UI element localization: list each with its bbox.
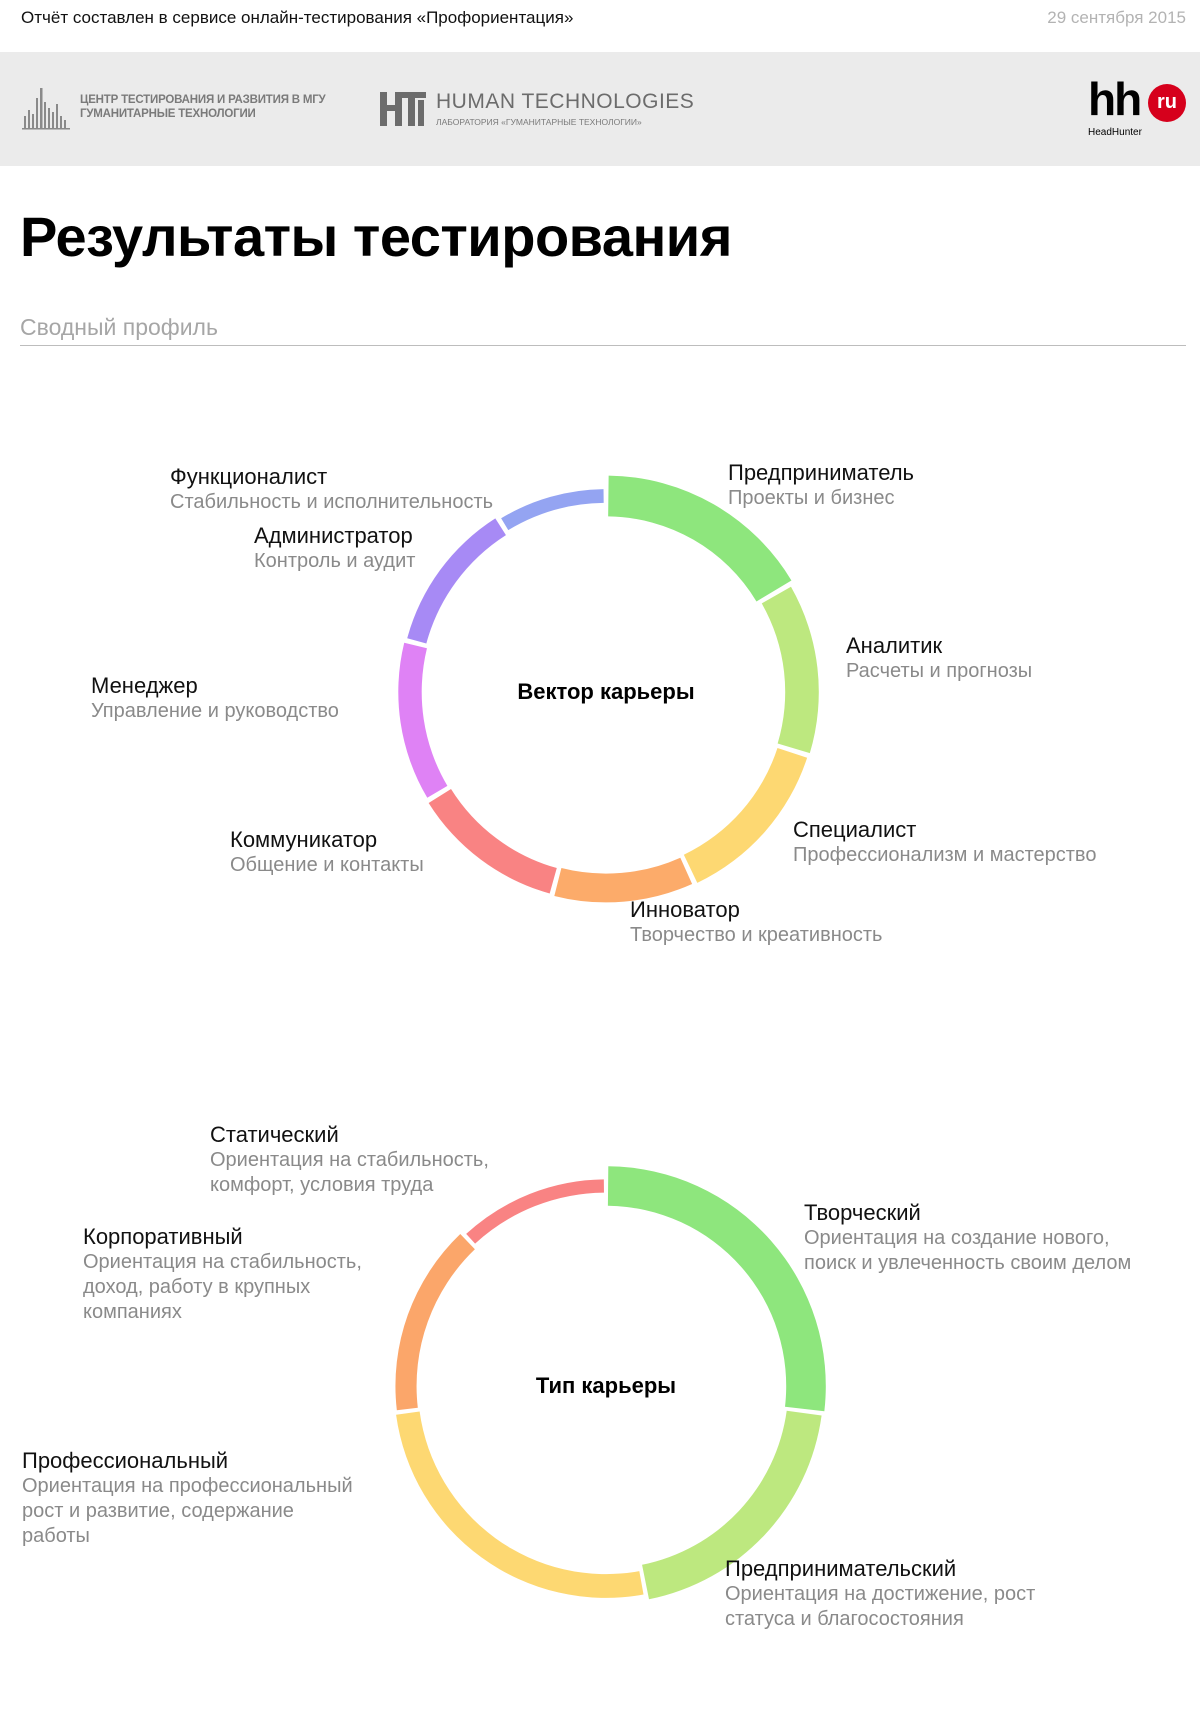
center-logo-line2: ГУМАНИТАРНЫЕ ТЕХНОЛОГИИ [80,108,256,120]
career-type-chart: Тип карьеры Творческий Ориентация на соз… [0,1118,1200,1678]
label-manager: Менеджер Управление и руководство [91,673,339,724]
label-specialist: Специалист Профессионализм и мастерство [793,817,1096,868]
logo-band: ЦЕНТР ТЕСТИРОВАНИЯ И РАЗВИТИЯ В МГУ ГУМА… [0,52,1200,166]
headhunter-logo: hh ru HeadHunter [1088,76,1188,140]
ring-segment-7 [407,518,506,644]
page-title: Результаты тестирования [20,205,732,268]
label-desc: Управление и руководство [91,700,339,722]
label-desc: Ориентация на достижение, рост статуса и… [725,1583,1036,1630]
ring-segment-6 [398,642,448,798]
label-name: Профессиональный [22,1448,229,1473]
label-name: Статический [210,1122,339,1147]
career-type-ring [395,1166,826,1600]
bar-chart-logo-icon [22,88,70,130]
label-functionalist: Функционалист Стабильность и исполнитель… [170,464,493,515]
report-date: 29 сентября 2015 [1047,8,1186,27]
label-name: Функционалист [170,464,328,489]
label-entrepreneurial: Предпринимательский Ориентация на достиж… [725,1556,1035,1632]
hh-logo-text: hh [1088,73,1142,125]
label-professional: Профессиональный Ориентация на профессио… [22,1448,353,1549]
ring-segment-4 [554,857,693,903]
human-technologies-logo: HUMAN TECHNOLOGIES ЛАБОРАТОРИЯ «ГУМАНИТА… [380,90,700,134]
label-desc: Проекты и бизнес [728,487,895,509]
ht-logo-sub: ЛАБОРАТОРИЯ «ГУМАНИТАРНЫЕ ТЕХНОЛОГИИ» [436,117,642,127]
label-desc: Ориентация на создание нового, поиск и у… [804,1227,1132,1274]
ring-segment-8 [501,489,604,531]
label-name: Предпринимательский [725,1556,957,1581]
label-desc: Творчество и креативность [630,924,883,946]
label-name: Корпоративный [83,1224,243,1249]
label-desc: Ориентация на стабильность, доход, работ… [83,1251,362,1323]
label-entrepreneur: Предприниматель Проекты и бизнес [728,460,914,511]
label-desc: Стабильность и исполнительность [170,491,494,513]
ht-monogram-icon [380,92,426,126]
center-testing-logo: ЦЕНТР ТЕСТИРОВАНИЯ И РАЗВИТИЯ В МГУ ГУМА… [22,86,382,132]
ht-logo-name: HUMAN TECHNOLOGIES [436,90,695,113]
label-desc: Ориентация на стабильность, комфорт, усл… [210,1149,489,1196]
label-name: Инноватор [630,897,740,922]
label-communicator: Коммуникатор Общение и контакты [230,827,424,878]
page-subtitle: Сводный профиль [20,314,218,340]
label-name: Творческий [804,1200,921,1225]
hh-ru-badge: ru [1148,84,1186,122]
label-name: Специалист [793,817,917,842]
career-vector-chart: Вектор карьеры Предприниматель Проекты и… [0,440,1200,960]
label-creative: Творческий Ориентация на создание нового… [804,1200,1131,1276]
ring-segment-4 [395,1234,475,1411]
label-name: Предприниматель [728,460,915,485]
report-source-text: Отчёт составлен в сервисе онлайн-тестиро… [21,8,574,27]
label-desc: Профессионализм и мастерство [793,844,1097,866]
label-corporate: Корпоративный Ориентация на стабильность… [83,1224,362,1325]
label-static: Статический Ориентация на стабильность, … [210,1122,489,1198]
ring-segment-5 [466,1179,604,1244]
label-desc: Контроль и аудит [254,550,416,572]
label-innovator: Инноватор Творчество и креативность [630,897,882,948]
subtitle-divider [20,345,1186,346]
ring-segment-5 [428,788,557,894]
ring-segment-2 [642,1410,822,1600]
career-type-title: Тип карьеры [535,1373,677,1398]
label-administrator: Администратор Контроль и аудит [254,523,415,574]
hh-logo-sub: HeadHunter [1088,127,1142,138]
career-vector-ring [398,475,819,903]
label-analyst: Аналитик Расчеты и прогнозы [846,633,1032,684]
report-header: Отчёт составлен в сервисе онлайн-тестиро… [0,0,1200,50]
label-name: Коммуникатор [230,827,378,852]
label-name: Администратор [254,523,413,548]
label-name: Аналитик [846,633,943,658]
label-desc: Общение и контакты [230,854,424,876]
ring-segment-2 [761,586,819,754]
ring-segment-1 [608,475,792,602]
career-vector-title: Вектор карьеры [517,679,695,704]
ring-segment-1 [607,1166,826,1412]
ring-segment-3 [683,748,808,883]
label-desc: Расчеты и прогнозы [846,660,1033,682]
center-logo-line1: ЦЕНТР ТЕСТИРОВАНИЯ И РАЗВИТИЯ В МГУ [80,94,326,106]
label-desc: Ориентация на профессиональный рост и ра… [22,1475,353,1547]
label-name: Менеджер [91,673,198,698]
ring-segment-3 [396,1411,644,1598]
